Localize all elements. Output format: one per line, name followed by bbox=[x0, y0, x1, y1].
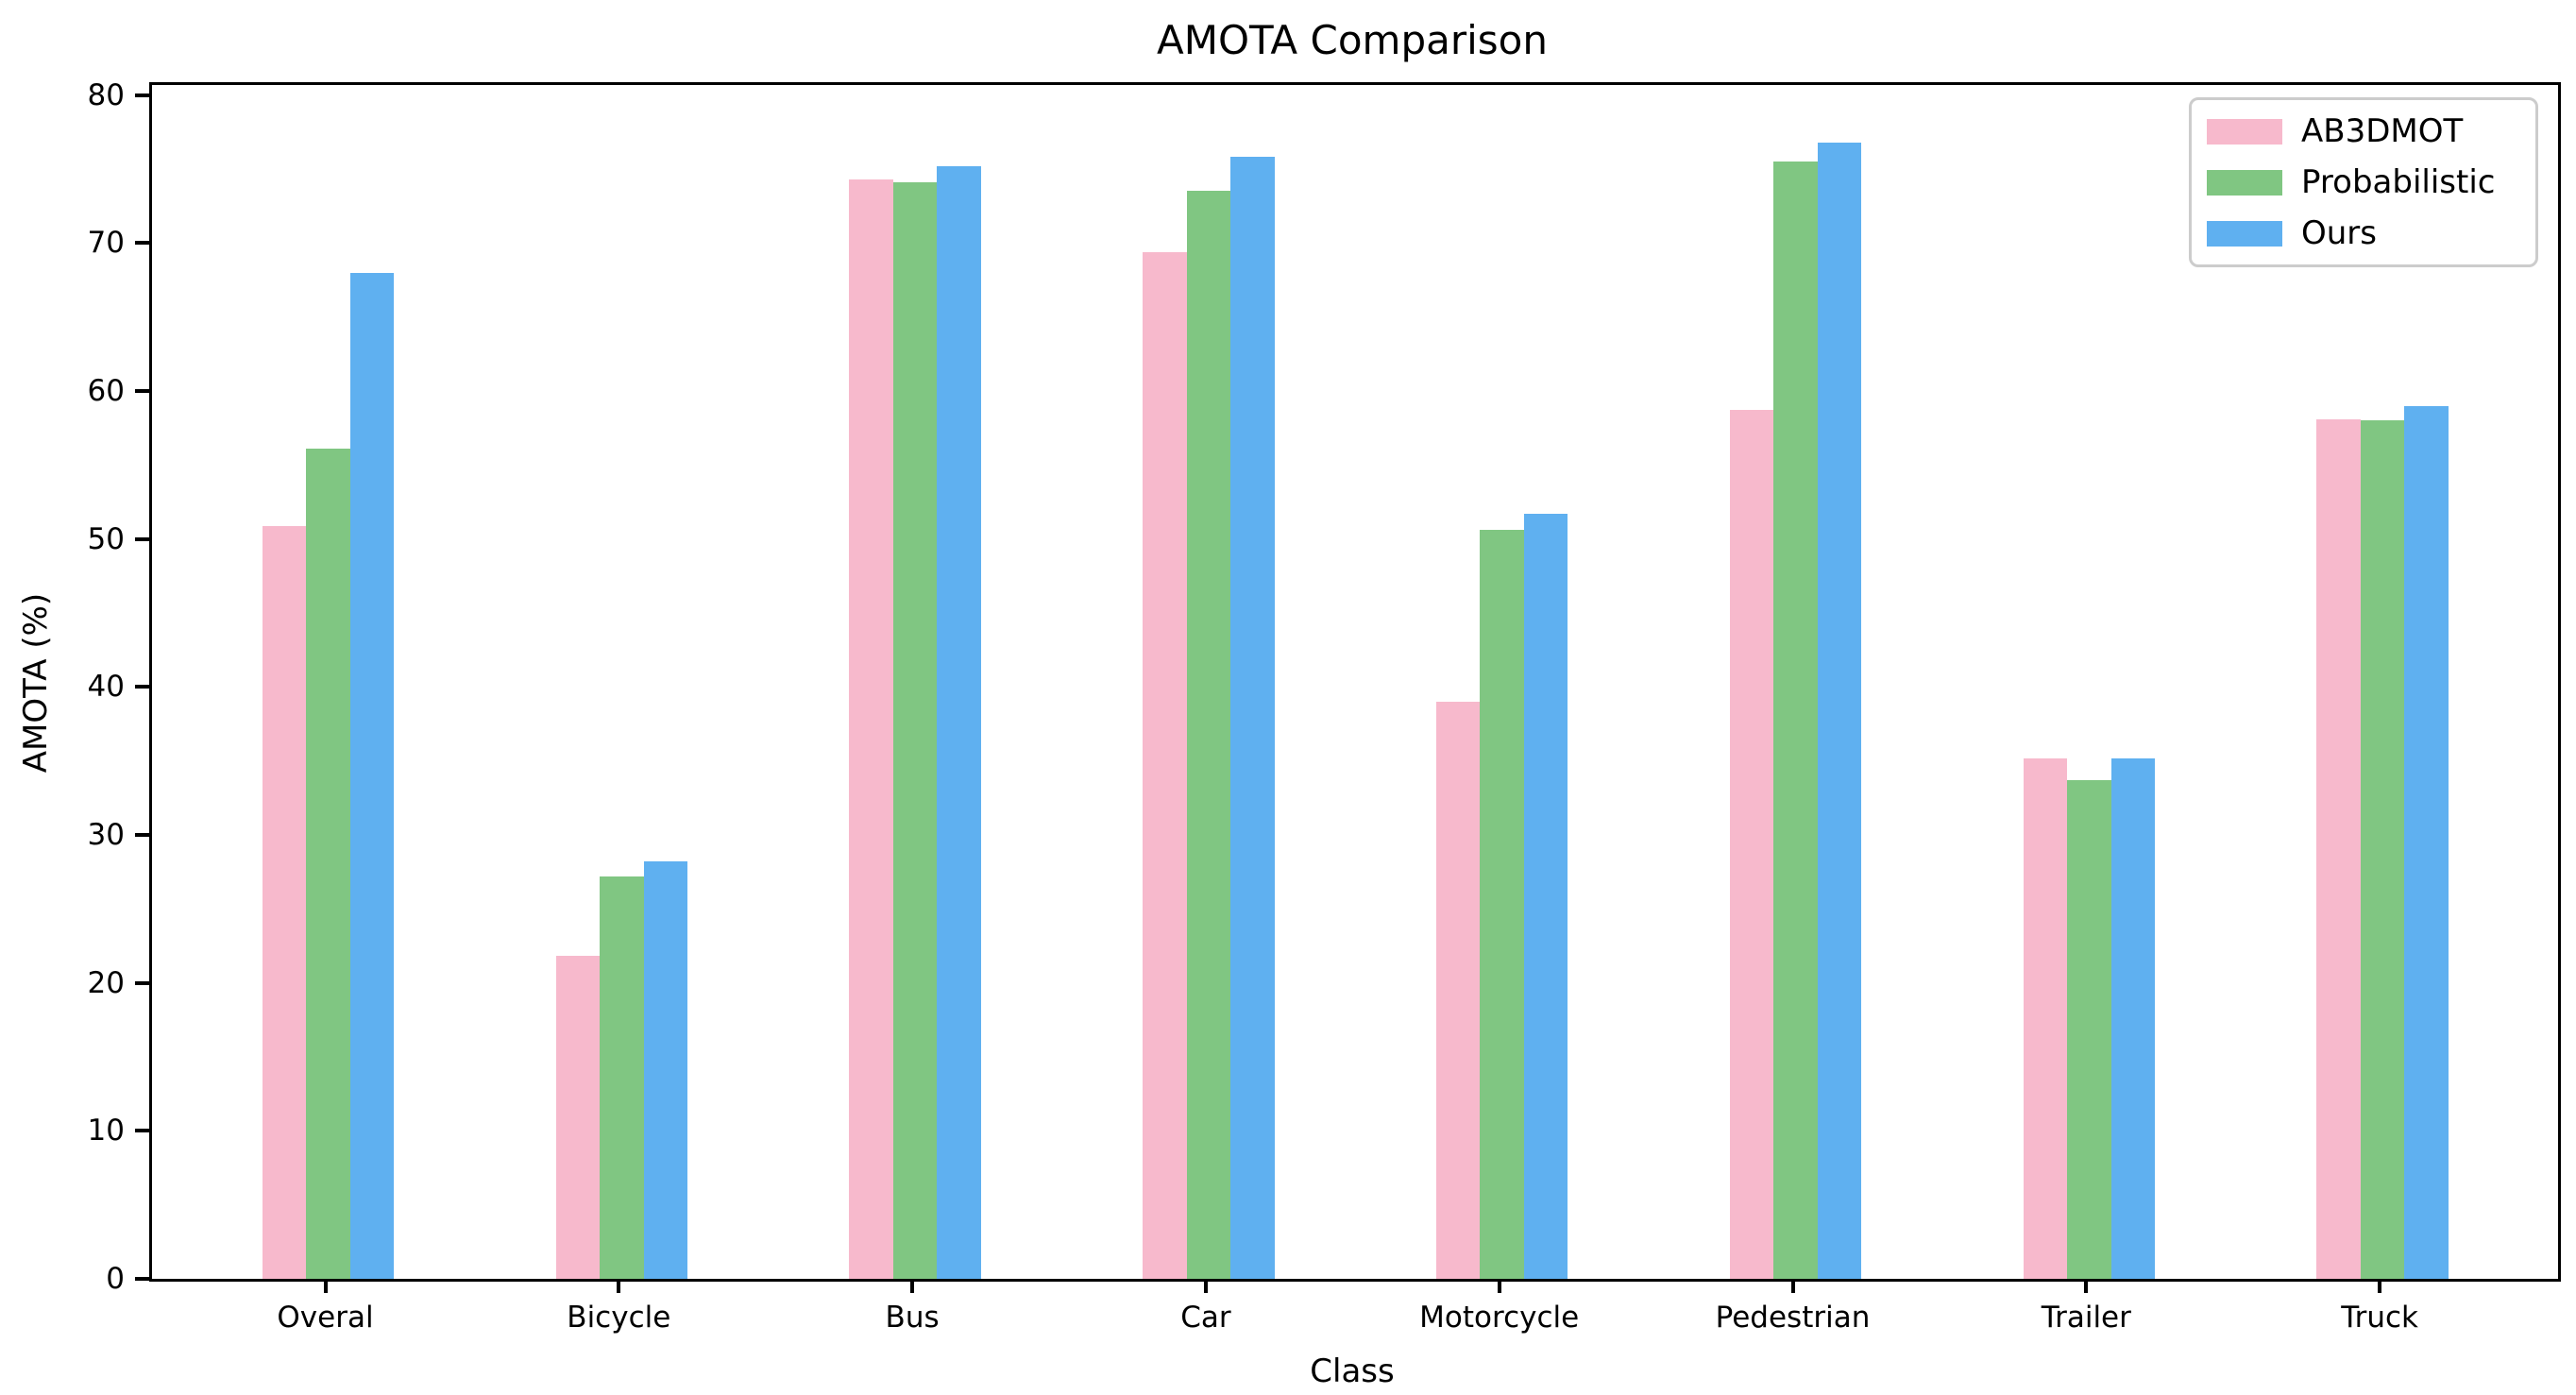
bar-ab3dmot-bus bbox=[849, 179, 893, 1279]
bar-ab3dmot-motorcycle bbox=[1435, 701, 1481, 1279]
y-tick-mark bbox=[135, 1277, 149, 1281]
x-tick-label: Trailer bbox=[2041, 1301, 2131, 1335]
legend-swatch-ours bbox=[2207, 220, 2282, 247]
bar-ab3dmot-car bbox=[1143, 251, 1187, 1279]
x-tick-label: Car bbox=[1180, 1301, 1231, 1335]
legend-row: Probabilistic bbox=[2207, 163, 2520, 201]
chart-title: AMOTA Comparison bbox=[1157, 17, 1548, 63]
y-tick-mark bbox=[135, 388, 149, 393]
x-tick-label: Pedestrian bbox=[1715, 1301, 1871, 1335]
x-tick-label: Bus bbox=[885, 1301, 940, 1335]
x-tick-mark bbox=[910, 1279, 915, 1293]
y-tick-label: 0 bbox=[106, 1262, 125, 1296]
bar-probabilistic-bicycle bbox=[600, 876, 644, 1279]
x-tick-mark bbox=[1790, 1279, 1795, 1293]
bar-probabilistic-truck bbox=[2360, 420, 2405, 1279]
bar-probabilistic-trailer bbox=[2067, 780, 2111, 1279]
bar-probabilistic-overal bbox=[306, 449, 350, 1279]
y-tick-label: 80 bbox=[87, 77, 125, 112]
y-tick-label: 30 bbox=[87, 817, 125, 852]
bar-ab3dmot-overal bbox=[262, 525, 307, 1279]
legend-label: AB3DMOT bbox=[2301, 112, 2464, 150]
legend-label: Probabilistic bbox=[2301, 163, 2496, 201]
y-tick-label: 10 bbox=[87, 1114, 125, 1148]
y-tick-label: 20 bbox=[87, 965, 125, 1000]
y-tick-mark bbox=[135, 241, 149, 246]
y-tick-mark bbox=[135, 1129, 149, 1133]
bar-ab3dmot-bicycle bbox=[555, 956, 601, 1279]
x-tick-mark bbox=[2084, 1279, 2089, 1293]
bar-ours-pedestrian bbox=[1817, 142, 1862, 1279]
legend-swatch-probabilistic bbox=[2207, 169, 2282, 196]
bar-ab3dmot-trailer bbox=[2023, 757, 2068, 1279]
y-tick-label: 50 bbox=[87, 521, 125, 556]
x-tick-mark bbox=[323, 1279, 328, 1293]
x-axis-title: Class bbox=[1310, 1352, 1395, 1390]
y-tick-label: 70 bbox=[87, 226, 125, 261]
legend-row: AB3DMOT bbox=[2207, 112, 2520, 150]
y-tick-mark bbox=[135, 93, 149, 97]
bar-ours-car bbox=[1230, 157, 1275, 1279]
bar-probabilistic-motorcycle bbox=[1480, 530, 1524, 1279]
x-tick-mark bbox=[1203, 1279, 1208, 1293]
bar-ours-truck bbox=[2404, 405, 2449, 1279]
y-tick-mark bbox=[135, 685, 149, 689]
y-tick-mark bbox=[135, 536, 149, 541]
legend-row: Ours bbox=[2207, 214, 2520, 252]
legend: AB3DMOT Probabilistic Ours bbox=[2189, 97, 2538, 267]
bar-ours-bus bbox=[937, 165, 981, 1279]
y-tick-mark bbox=[135, 832, 149, 837]
y-tick-mark bbox=[135, 980, 149, 985]
x-tick-label: Bicycle bbox=[567, 1301, 671, 1335]
bar-probabilistic-bus bbox=[892, 182, 938, 1279]
bar-ours-trailer bbox=[2110, 757, 2156, 1279]
bar-ab3dmot-truck bbox=[2316, 418, 2361, 1279]
bar-ab3dmot-pedestrian bbox=[1729, 410, 1774, 1279]
bar-ours-overal bbox=[349, 272, 395, 1279]
x-tick-mark bbox=[1497, 1279, 1501, 1293]
x-tick-label: Overal bbox=[277, 1301, 374, 1335]
bar-probabilistic-car bbox=[1186, 191, 1231, 1279]
y-tick-label: 40 bbox=[87, 670, 125, 705]
x-tick-label: Truck bbox=[2341, 1301, 2418, 1335]
plot-area bbox=[149, 82, 2561, 1282]
bar-ours-bicycle bbox=[643, 861, 688, 1279]
x-tick-mark bbox=[617, 1279, 621, 1293]
y-tick-label: 60 bbox=[87, 373, 125, 408]
bar-probabilistic-pedestrian bbox=[1773, 162, 1818, 1279]
legend-label: Ours bbox=[2301, 214, 2378, 252]
bar-ours-motorcycle bbox=[1523, 514, 1568, 1279]
legend-swatch-ab3dmot bbox=[2207, 118, 2282, 145]
x-tick-label: Motorcycle bbox=[1419, 1301, 1580, 1335]
x-tick-mark bbox=[2378, 1279, 2382, 1293]
y-axis-title: AMOTA (%) bbox=[17, 592, 55, 774]
